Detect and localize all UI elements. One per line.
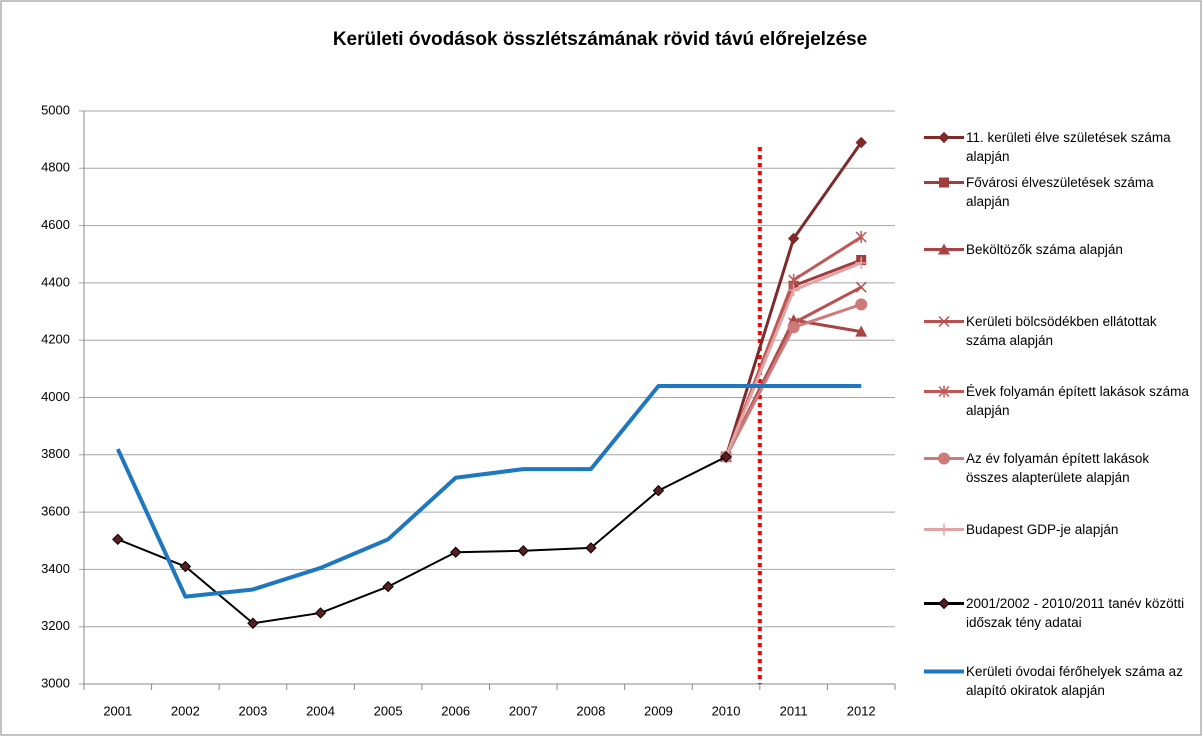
legend-icon: [924, 452, 964, 465]
legend-label: Évek folyamán épített lakások száma alap…: [966, 384, 1189, 418]
legend-label: 2001/2002 - 2010/2011 tanév közötti idős…: [966, 596, 1185, 630]
marker: [855, 231, 867, 244]
legend-item: Budapest GDP-je alapján: [922, 520, 1192, 539]
marker: [938, 315, 950, 328]
x-tick-label: 2008: [576, 703, 605, 718]
legend-item: 2001/2002 - 2010/2011 tanév közötti idős…: [922, 594, 1192, 632]
y-tick-label: 4000: [41, 389, 70, 404]
marker: [938, 243, 950, 255]
legend-item: Fővárosi élveszületések száma alapján: [922, 173, 1192, 211]
marker: [938, 597, 950, 610]
legend-label: Beköltözők száma alapján: [966, 242, 1123, 257]
legend-icon: [924, 669, 964, 674]
y-tick-label: 4800: [41, 160, 70, 175]
series: [720, 298, 868, 463]
legend-label: Kerületi óvodai férőhelyek száma az alap…: [966, 664, 1183, 698]
marker: [855, 256, 868, 269]
y-tick-label: 4200: [41, 332, 70, 347]
marker: [787, 232, 800, 245]
marker: [939, 177, 949, 188]
marker: [585, 542, 597, 554]
y-tick-label: 4400: [41, 274, 70, 289]
legend-item: Beköltözők száma alapján: [922, 240, 1192, 259]
marker: [855, 325, 868, 337]
legend-label: Fővárosi élveszületések száma alapján: [966, 175, 1154, 209]
marker: [517, 545, 529, 557]
x-tick-label: 2007: [509, 703, 538, 718]
x-tick-label: 2011: [780, 703, 808, 718]
x-tick-label: 2002: [171, 703, 200, 718]
series-line: [115, 384, 862, 599]
legend-label: Budapest GDP-je alapján: [966, 522, 1119, 537]
marker: [652, 484, 665, 497]
x-tick-label: 2004: [306, 703, 335, 718]
legend-label: Az év folyamán épített lakások összes al…: [966, 451, 1150, 485]
marker: [787, 321, 800, 334]
x-tick-label: 2005: [374, 703, 403, 718]
y-tick-label: 4600: [41, 217, 70, 232]
y-tick-label: 3400: [41, 561, 70, 576]
legend-icon: [924, 597, 964, 610]
legend-label: Kerületi bölcsödékben ellátottak száma a…: [966, 314, 1157, 348]
x-tick-label: 2001: [103, 703, 132, 718]
marker: [787, 284, 800, 297]
marker: [720, 451, 732, 463]
marker: [314, 607, 327, 619]
marker: [179, 560, 192, 573]
series: [115, 384, 862, 599]
y-tick-label: 5000: [41, 102, 70, 117]
legend-icon: [924, 385, 964, 398]
legend-label: 11. kerületi élve születések száma alapj…: [966, 130, 1171, 164]
x-tick-label: 2010: [712, 703, 741, 718]
marker: [938, 523, 950, 536]
legend-item: Évek folyamán épített lakások száma alap…: [922, 382, 1192, 420]
x-tick-label: 2009: [644, 703, 673, 718]
y-tick-label: 3800: [41, 446, 70, 461]
legend-item: Kerületi bölcsödékben ellátottak száma a…: [922, 312, 1192, 350]
legend-icon: [924, 243, 964, 255]
y-tick-label: 3600: [41, 504, 70, 519]
chart-title: Kerületi óvodások összlétszámának rövid …: [333, 29, 867, 50]
marker: [938, 385, 950, 398]
legend-item: Az év folyamán épített lakások összes al…: [922, 449, 1192, 487]
legend-icon: [924, 315, 964, 328]
y-tick-label: 3200: [41, 618, 70, 633]
marker: [382, 580, 394, 593]
marker: [855, 298, 868, 311]
legend-icon: [924, 177, 964, 188]
marker: [112, 533, 124, 546]
legend-item: 11. kerületi élve születések száma alapj…: [922, 128, 1192, 166]
legend-icon: [924, 523, 964, 536]
legend-item: Kerületi óvodai férőhelyek száma az alap…: [922, 662, 1192, 700]
x-tick-label: 2003: [238, 703, 267, 718]
marker: [938, 452, 950, 465]
marker: [855, 281, 867, 293]
marker: [788, 274, 800, 287]
x-tick-label: 2006: [441, 703, 470, 718]
marker: [247, 617, 259, 629]
x-tick-label: 2012: [847, 703, 876, 718]
marker: [938, 131, 950, 144]
legend-icon: [924, 131, 964, 144]
y-tick-label: 3000: [41, 675, 70, 690]
marker: [855, 136, 867, 149]
marker: [450, 546, 462, 558]
